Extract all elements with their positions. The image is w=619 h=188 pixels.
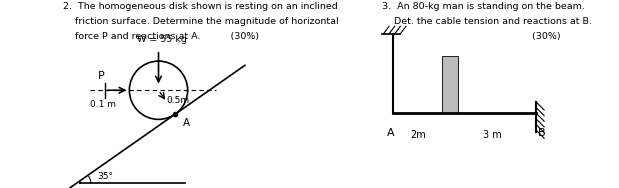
Text: 3 m: 3 m: [483, 130, 502, 140]
Text: A: A: [387, 128, 395, 138]
Text: 0.1 m: 0.1 m: [90, 100, 116, 109]
Text: 2m: 2m: [410, 130, 426, 140]
Text: (30%): (30%): [381, 32, 560, 41]
Text: force P and reactions at A.          (30%): force P and reactions at A. (30%): [63, 32, 259, 41]
Bar: [441, 56, 459, 113]
Text: 0.5m: 0.5m: [166, 96, 189, 105]
Text: 35°: 35°: [97, 172, 113, 181]
Text: B: B: [537, 128, 545, 138]
Text: A: A: [183, 118, 190, 128]
Text: friction surface. Determine the magnitude of horizontal: friction surface. Determine the magnitud…: [63, 17, 338, 26]
Text: P: P: [98, 71, 105, 81]
Text: 2.  The homogeneous disk shown is resting on an inclined: 2. The homogeneous disk shown is resting…: [63, 2, 337, 11]
Text: W = 55 kg: W = 55 kg: [137, 35, 187, 44]
Text: 3.  An 80-kg man is standing on the beam.: 3. An 80-kg man is standing on the beam.: [381, 2, 584, 11]
Text: Det. the cable tension and reactions at B.: Det. the cable tension and reactions at …: [381, 17, 591, 26]
